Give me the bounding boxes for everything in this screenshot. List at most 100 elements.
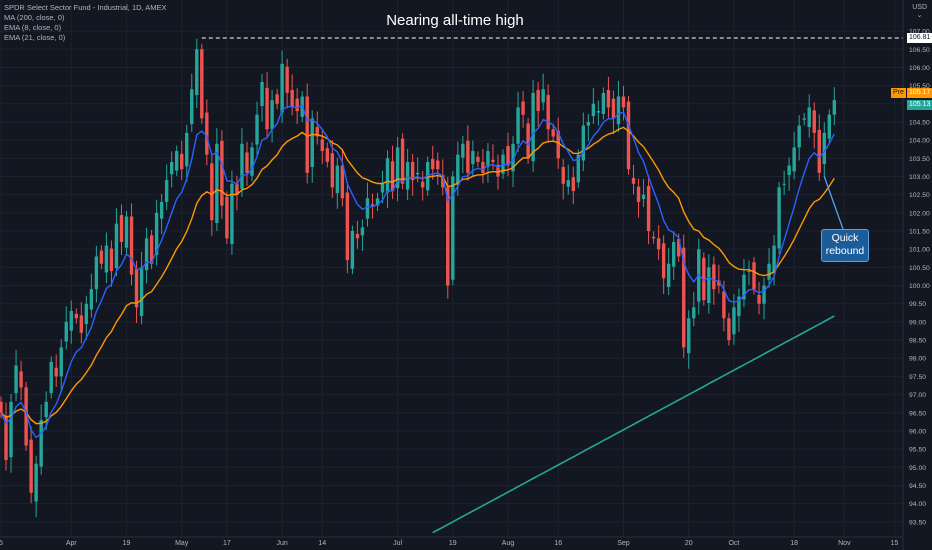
- candle-body: [506, 145, 510, 166]
- y-tick-label: 100.00: [909, 283, 930, 290]
- candle-body: [59, 347, 63, 377]
- candle-body: [511, 143, 515, 172]
- candle-body: [34, 463, 38, 502]
- candle-body: [365, 198, 370, 219]
- candle-body: [315, 127, 319, 137]
- candle-body: [616, 96, 621, 125]
- candle-body: [169, 161, 174, 175]
- candle-body: [566, 180, 570, 187]
- candle-body: [114, 223, 119, 269]
- candle-body: [752, 262, 756, 290]
- candle-body: [471, 151, 475, 165]
- currency-chevron-icon[interactable]: ⌄: [916, 12, 923, 19]
- candle-body: [486, 151, 490, 168]
- candle-body: [827, 114, 831, 139]
- candle-body: [89, 289, 94, 310]
- ema21-line: [0, 126, 835, 425]
- candle-body: [832, 100, 837, 115]
- candle-body: [144, 238, 149, 271]
- candle-body: [385, 158, 390, 193]
- candle-body: [586, 121, 591, 126]
- candle-body: [641, 194, 646, 200]
- candle-body: [180, 153, 184, 170]
- x-tick-label: 18: [790, 540, 798, 547]
- y-tick-label: 106.50: [909, 47, 930, 54]
- candle-body: [541, 89, 545, 103]
- candle-body: [601, 92, 606, 114]
- candle-body: [64, 321, 68, 342]
- candle-body: [782, 183, 786, 185]
- candle-body: [119, 215, 124, 242]
- candle-body: [621, 96, 626, 108]
- candle-body: [320, 139, 324, 152]
- y-tick-label: 99.00: [909, 319, 926, 326]
- candle-body: [436, 160, 440, 170]
- currency-text: USD: [912, 4, 927, 11]
- candle-body: [109, 248, 114, 272]
- candle-body: [240, 143, 244, 189]
- candle-body: [350, 231, 355, 269]
- y-tick-label: 94.50: [909, 483, 926, 490]
- candle-body: [159, 201, 164, 219]
- candle-body: [235, 183, 239, 195]
- ath-price-text: 106.81: [909, 34, 931, 41]
- candle-body: [290, 89, 294, 108]
- currency-label: USD ⌄: [912, 4, 927, 20]
- candle-body: [581, 125, 586, 161]
- candle-body: [340, 165, 345, 199]
- candle-body: [521, 101, 525, 115]
- candle-body: [666, 263, 671, 287]
- candle-body: [44, 401, 48, 418]
- pre-badge-text: Pre: [893, 89, 904, 97]
- x-tick-label: May: [175, 540, 189, 547]
- time-axis: 5 Apr 19 May 17 Jun 14 Jul 19 Aug 16 Sep 20 Oct 18 Nov 1…: [0, 536, 903, 547]
- candle-body: [777, 187, 781, 249]
- candle-body: [395, 147, 400, 189]
- candle-body: [305, 96, 309, 173]
- candle-body: [787, 165, 791, 176]
- y-tick-label: 95.50: [909, 447, 926, 454]
- candle-body: [822, 132, 826, 165]
- candle-body: [742, 274, 746, 300]
- x-tick-label: 16: [554, 540, 562, 547]
- candle-body: [175, 151, 179, 171]
- candle-body: [526, 123, 530, 159]
- ema8-line: [0, 104, 835, 439]
- candle-body: [360, 227, 365, 236]
- callout-arrow-line: [823, 176, 844, 230]
- legend-ema8[interactable]: EMA (8, close, 0): [4, 23, 62, 32]
- y-tick-label: 101.00: [909, 247, 930, 254]
- y-tick-label: 98.50: [909, 338, 926, 345]
- candle-body: [491, 159, 495, 162]
- candle-body: [651, 236, 656, 239]
- candle-body: [99, 250, 104, 264]
- legend-symbol[interactable]: SPDR Select Sector Fund - Industrial, 1D…: [4, 3, 167, 12]
- candle-body: [576, 154, 580, 183]
- candle-body: [772, 245, 776, 273]
- y-tick-label: 99.50: [909, 301, 926, 308]
- candle-body: [461, 143, 465, 158]
- y-tick-label: 104.50: [909, 119, 930, 126]
- candle-body: [561, 167, 565, 184]
- candle-body: [4, 415, 8, 461]
- y-tick-label: 105.50: [909, 83, 930, 90]
- candle-body: [190, 89, 194, 125]
- candle-body: [270, 100, 274, 130]
- annotation-title: Nearing all-time high: [386, 12, 524, 29]
- candle-body: [656, 238, 661, 250]
- chart-legend: SPDR Select Sector Fund - Industrial, 1D…: [4, 3, 167, 43]
- y-tick-label: 97.00: [909, 392, 926, 399]
- candle-body: [69, 310, 73, 331]
- candle-body: [792, 147, 796, 172]
- x-tick-label: 5: [0, 540, 3, 547]
- y-tick-label: 98.00: [909, 356, 926, 363]
- candle-body: [370, 204, 375, 206]
- candle-body: [295, 98, 299, 112]
- legend-ma200[interactable]: MA (200, close, 0): [4, 13, 65, 22]
- candle-body: [481, 161, 485, 173]
- candle-body: [14, 365, 18, 394]
- legend-ema21[interactable]: EMA (21, close, 0): [4, 33, 66, 42]
- candle-body: [275, 94, 279, 104]
- candle-body: [496, 164, 500, 177]
